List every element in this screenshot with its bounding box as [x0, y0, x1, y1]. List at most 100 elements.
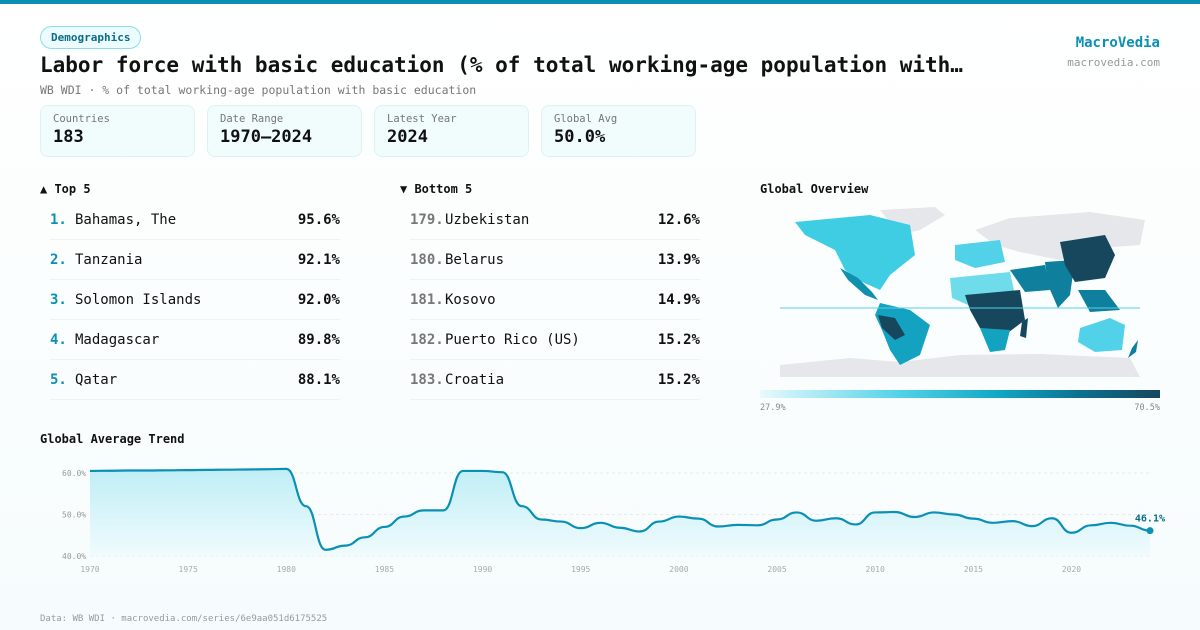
category-badge[interactable]: Demographics	[40, 26, 142, 49]
country-value: 12.6%	[657, 211, 700, 228]
x-tick-label: 2010	[866, 565, 885, 574]
north-america-region	[795, 215, 915, 290]
top5-list-item[interactable]: 3. Solomon Islands 92.0%	[50, 280, 340, 320]
top5-list-item[interactable]: 2. Tanzania 92.1%	[50, 240, 340, 280]
europe-region	[955, 240, 1005, 268]
y-tick-label: 50.0%	[62, 511, 86, 520]
world-map	[780, 207, 1145, 377]
x-tick-label: 2005	[767, 565, 786, 574]
top-accent-bar	[0, 0, 1200, 4]
country-value: 89.8%	[297, 331, 340, 348]
x-tick-label: 1970	[80, 565, 99, 574]
russia-region	[975, 212, 1145, 260]
x-tick-label: 2015	[964, 565, 983, 574]
top5-list-item[interactable]: 1. Bahamas, The 95.6%	[50, 200, 340, 240]
top5-list-item[interactable]: 5. Qatar 88.1%	[50, 360, 340, 400]
top5-heading: ▲ Top 5	[40, 182, 91, 196]
stat-value: 2024	[387, 127, 428, 147]
stat-label: Latest Year	[387, 113, 457, 125]
india-region	[1045, 260, 1075, 308]
x-tick-label: 2000	[669, 565, 688, 574]
country-value: 88.1%	[297, 371, 340, 388]
country-name: Qatar	[75, 371, 118, 388]
rank: 2.	[50, 251, 67, 268]
rank: 183.	[410, 371, 444, 388]
country-value: 92.0%	[297, 291, 340, 308]
x-tick-label: 1975	[179, 565, 198, 574]
madagascar-region	[1020, 318, 1028, 338]
last-value-label: 46.1%	[1135, 514, 1165, 525]
stat-label: Global Avg	[554, 113, 618, 125]
y-tick-label: 40.0%	[62, 552, 86, 561]
x-tick-label: 1995	[571, 565, 590, 574]
stat-value: 183	[53, 127, 84, 147]
x-tick-label: 2020	[1062, 565, 1081, 574]
country-name: Uzbekistan	[445, 211, 530, 228]
trend-chart: 40.0% 50.0% 60.0% 1970 1975 1980 1985 1990 1995 2…	[62, 467, 1165, 574]
stat-label: Countries	[53, 113, 110, 125]
trend-heading: Global Average Trend	[40, 432, 185, 446]
country-name: Madagascar	[75, 331, 160, 348]
rank: 4.	[50, 331, 67, 348]
trend-line	[89, 467, 1151, 551]
map-heading: Global Overview	[760, 182, 869, 196]
x-tick-label: 1990	[473, 565, 492, 574]
middle-east-region	[1010, 265, 1050, 292]
central-africa-region	[965, 290, 1025, 335]
legend-max: 70.5%	[1134, 403, 1160, 413]
bottom5-heading: ▼ Bottom 5	[400, 182, 473, 196]
rank: 181.	[410, 291, 444, 308]
rank: 5.	[50, 371, 67, 388]
country-name: Belarus	[445, 251, 505, 268]
south-america-dark-region	[878, 315, 905, 340]
bottom5-list-item[interactable]: 179. Uzbekistan 12.6%	[410, 200, 700, 240]
stat-card-latest-year: Latest Year 2024	[374, 105, 529, 157]
country-value: 14.9%	[657, 291, 700, 308]
map-color-legend	[760, 390, 1160, 398]
country-value: 15.2%	[657, 371, 700, 388]
mexico-region	[840, 268, 878, 300]
stat-card-countries: Countries 183	[40, 105, 195, 157]
legend-min: 27.9%	[760, 403, 786, 413]
country-name: Puerto Rico (US)	[445, 331, 580, 348]
page-title: Labor force with basic education (% of t…	[40, 53, 963, 77]
site-link[interactable]: macrovedia.com	[1067, 56, 1160, 69]
stat-label: Date Range	[220, 113, 284, 125]
southeast-asia-region	[1078, 290, 1120, 312]
stat-card-date-range: Date Range 1970–2024	[207, 105, 362, 157]
new-zealand-region	[1128, 340, 1138, 358]
china-region	[1060, 235, 1115, 282]
country-name: Croatia	[445, 371, 505, 388]
rank: 182.	[410, 331, 444, 348]
country-value: 92.1%	[297, 251, 340, 268]
bottom5-list-item[interactable]: 180. Belarus 13.9%	[410, 240, 700, 280]
rank: 180.	[410, 251, 444, 268]
stat-value: 50.0%	[554, 127, 606, 147]
top5-list-item[interactable]: 4. Madagascar 89.8%	[50, 320, 340, 360]
country-name: Kosovo	[445, 291, 496, 308]
bottom5-list-item[interactable]: 181. Kosovo 14.9%	[410, 280, 700, 320]
antarctica-region	[780, 354, 1140, 377]
stat-card-global-avg: Global Avg 50.0%	[541, 105, 696, 157]
country-name: Solomon Islands	[75, 291, 202, 308]
rank: 3.	[50, 291, 67, 308]
country-value: 15.2%	[657, 331, 700, 348]
southern-africa-region	[980, 328, 1010, 352]
footer-source: Data: WB WDI · macrovedia.com/series/6e9…	[40, 614, 328, 624]
trend-area	[90, 468, 1150, 556]
stat-value: 1970–2024	[220, 127, 313, 147]
y-tick-label: 60.0%	[62, 469, 86, 478]
rank: 179.	[410, 211, 444, 228]
rank: 1.	[50, 211, 67, 228]
brand-logo[interactable]: MacroVedia	[1075, 35, 1160, 51]
bottom5-list-item[interactable]: 182. Puerto Rico (US) 15.2%	[410, 320, 700, 360]
country-name: Tanzania	[75, 251, 143, 268]
x-tick-label: 1980	[277, 565, 296, 574]
country-name: Bahamas, The	[75, 211, 177, 228]
bottom5-list-item[interactable]: 183. Croatia 15.2%	[410, 360, 700, 400]
last-point	[1146, 527, 1154, 535]
x-tick-label: 1985	[375, 565, 394, 574]
australia-region	[1078, 318, 1125, 352]
country-value: 13.9%	[657, 251, 700, 268]
page-subtitle: WB WDI · % of total working-age populati…	[40, 83, 477, 97]
